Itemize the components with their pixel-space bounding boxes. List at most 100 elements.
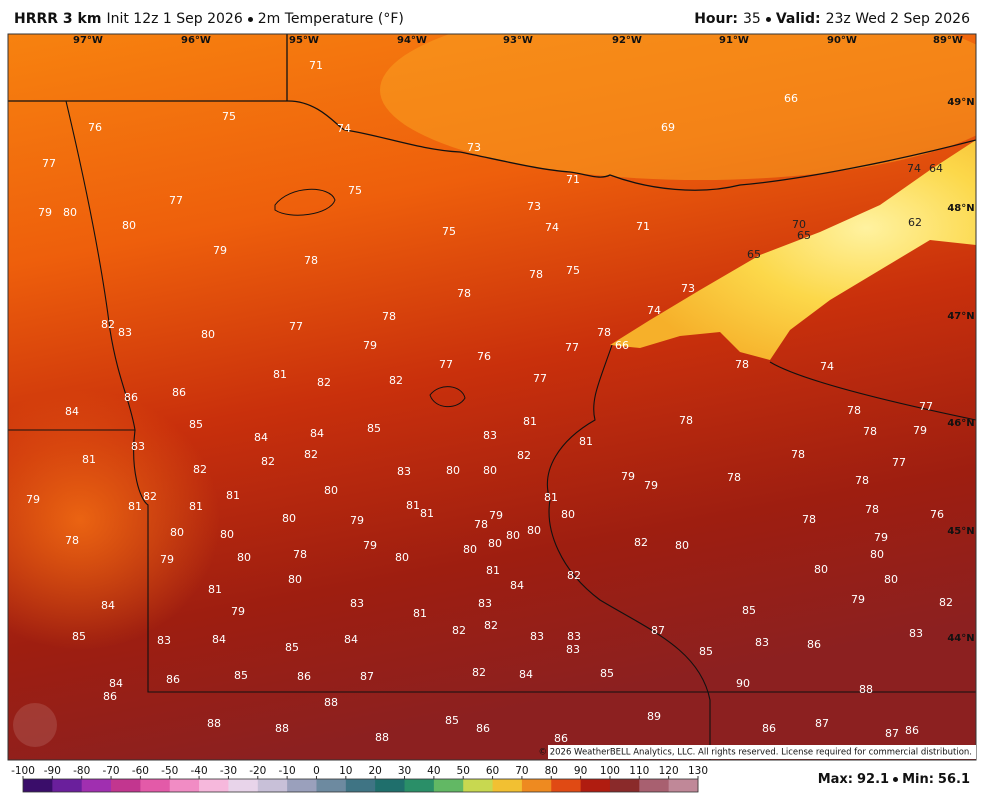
temperature-label: 83 [566,643,580,656]
colorbar-tick-label: -80 [73,765,90,777]
map-frame [7,33,977,761]
temperature-label: 80 [463,543,477,556]
temperature-label: 80 [870,548,884,561]
temperature-label: 80 [201,328,215,341]
temperature-label: 75 [442,225,456,238]
temperature-label: 78 [855,474,869,487]
header-left: HRRR 3 km Init 12z 1 Sep 2026 2m Tempera… [14,9,404,29]
temperature-label: 82 [389,374,403,387]
colorbar-segment [404,779,435,792]
temperature-label: 73 [681,282,695,295]
temperature-label: 84 [65,405,79,418]
temperature-label: 85 [367,422,381,435]
temperature-label: 88 [375,731,389,744]
temperature-label: 73 [527,200,541,213]
temperature-label: 74 [907,162,921,175]
colorbar-segment [140,779,171,792]
temperature-label: 85 [72,630,86,643]
temperature-label: 87 [651,624,665,637]
temperature-label: 83 [909,627,923,640]
temperature-label: 78 [304,254,318,267]
colorbar-tick-label: -100 [11,765,35,777]
temperature-label: 80 [488,537,502,550]
temperature-label: 81 [208,583,222,596]
temperature-label: 86 [124,391,138,404]
colorbar-segment [23,779,53,792]
longitude-label: 91°W [719,35,749,46]
temperature-label: 86 [554,732,568,745]
latitude-label: 49°N [947,97,974,108]
longitude-label: 89°W [933,35,963,46]
temperature-label: 77 [565,341,579,354]
colorbar-tick-label: -70 [102,765,119,777]
temperature-label: 78 [474,518,488,531]
north-patch [380,34,976,180]
logo-watermark [13,703,57,747]
temperature-label: 74 [337,122,351,135]
temperature-label: 81 [486,564,500,577]
temperature-label: 79 [231,605,245,618]
border [8,100,976,760]
temperature-label: 82 [634,536,648,549]
colorbar-segment [609,779,640,792]
temperature-label: 75 [222,110,236,123]
temperature-label: 83 [397,465,411,478]
temperature-label: 81 [273,368,287,381]
temperature-label: 82 [939,596,953,609]
temperature-label: 74 [647,304,661,317]
max: 92.1 [856,772,890,787]
temperature-label: 78 [727,471,741,484]
footer: Max: 92.1 Min: 56.1 [818,772,970,787]
temperature-label: 81 [579,435,593,448]
longitude-label: 97°W [73,35,103,46]
longitude-label: 90°W [827,35,857,46]
colorbar-tick-label: 0 [313,765,320,777]
temperature-label: 85 [234,669,248,682]
colorbar: -100 -90 -80 -70 -60 -50 -40 -30 -20 -10 0 10 20 30 40… [11,765,708,793]
temperature-label: 78 [457,287,471,300]
field: 2m Temperature (°F) [257,11,404,27]
separator [247,16,253,22]
colorbar-segment [521,779,552,792]
temperature-label: 78 [735,358,749,371]
temperature-label: 80 [884,573,898,586]
longitude-label: 95°W [289,35,319,46]
temperature-label: 78 [679,414,693,427]
valid: 23z Wed 2 Sep 2026 [825,11,970,27]
temperature-label: 66 [784,92,798,105]
border [8,34,976,191]
temperature-label: 83 [483,429,497,442]
temperature-label: 90 [736,677,750,690]
temperature-label: 81 [189,500,203,513]
temperature-label: 78 [65,534,79,547]
hour-label: Hour: [694,11,739,27]
temperature-label: 83 [350,597,364,610]
temperature-label: 78 [847,404,861,417]
colorbar-segment [668,779,699,792]
temperature-label: 85 [600,667,614,680]
temperature-label: 88 [324,696,338,709]
temperature-label: 80 [288,573,302,586]
model: HRRR 3 km [14,11,102,27]
temperature-label: 75 [348,184,362,197]
header-right: Hour: 35 Valid: 23z Wed 2 Sep 2026 [694,9,970,29]
temperature-label: 69 [661,121,675,134]
temperature-label: 88 [859,683,873,696]
temperature-label: 71 [636,220,650,233]
temperature-label: 89 [647,710,661,723]
temperature-label: 77 [289,320,303,333]
valid-label: Valid: [775,11,821,27]
temperature-label: 80 [324,484,338,497]
temperature-label: 87 [360,670,374,683]
temperature-label: 83 [157,634,171,647]
temperature-label: 83 [567,630,581,643]
colorbar-segment [463,779,494,792]
temperature-label: 80 [675,539,689,552]
copyright: © 2026 WeatherBELL Analytics, LLC. All r… [539,748,972,758]
temperature-label: 79 [160,553,174,566]
colorbar-tick-label: 110 [629,765,649,777]
temperature-label: 81 [544,491,558,504]
temperature-label: 80 [527,524,541,537]
temperature-label: 84 [101,599,115,612]
